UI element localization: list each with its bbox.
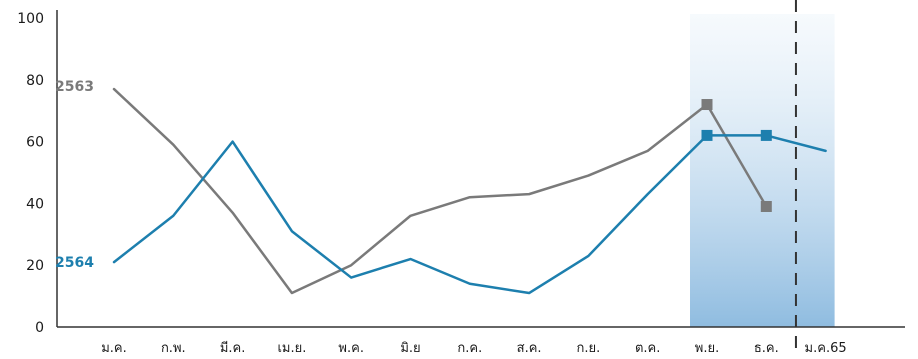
x-tick-label: มี.ค. <box>220 340 246 356</box>
y-tick-label: 0 <box>35 320 44 336</box>
series-marker-2563 <box>760 200 772 212</box>
series-line-2563 <box>112 87 768 295</box>
series-marker-2564 <box>760 129 772 141</box>
y-tick-label: 60 <box>26 135 44 151</box>
series-name-label: 2564 <box>55 255 94 271</box>
x-tick-label: พ.ย. <box>695 341 719 356</box>
y-tick-label: 80 <box>26 73 44 89</box>
x-tick-label: ก.ค. <box>457 341 482 356</box>
series-name-label: 2563 <box>55 79 94 95</box>
x-tick-label: ม.ค. <box>101 341 127 356</box>
series-marker-2563 <box>701 99 713 111</box>
y-tick-label: 20 <box>26 258 44 274</box>
x-tick-label: เม.ย. <box>277 341 306 356</box>
x-tick-label: พ.ค. <box>338 341 364 356</box>
x-tick-label: ม.ค.65 <box>805 341 847 356</box>
x-tick-label: ต.ค. <box>635 341 660 356</box>
x-tick-label: มิ.ย <box>400 341 420 356</box>
y-tick-label: 40 <box>26 196 44 212</box>
x-tick-label: ธ.ค. <box>754 341 779 356</box>
x-tick-label: ก.พ. <box>161 341 186 356</box>
y-tick-label: 100 <box>17 11 44 27</box>
x-tick-label: ก.ย. <box>577 341 601 356</box>
series-marker-2564 <box>701 129 713 141</box>
highlight-band <box>690 14 835 327</box>
x-tick-label: ส.ค. <box>517 341 542 356</box>
